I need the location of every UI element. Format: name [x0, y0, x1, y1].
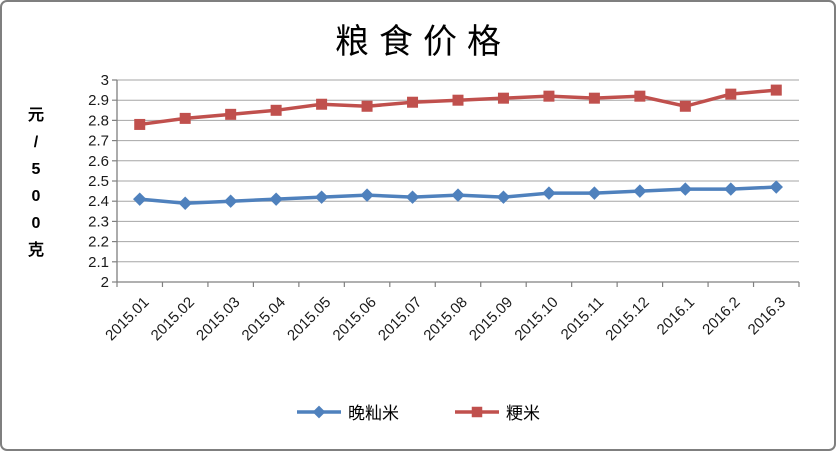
y-tick-label: 2.6: [88, 153, 109, 170]
y-axis-title-char: 0: [31, 215, 41, 232]
legend-label-wanxianmi: 晚籼米: [348, 404, 399, 424]
data-point-marker: [497, 92, 509, 104]
x-tick-label: 2015.02: [148, 294, 198, 344]
data-point-marker: [588, 92, 600, 104]
y-tick-label: 2.3: [88, 213, 109, 230]
x-tick-label: 2015.05: [284, 294, 334, 344]
y-axis-title-char: /: [33, 134, 39, 151]
y-tick-label: 2.9: [88, 92, 109, 109]
y-tick-label: 2.5: [88, 173, 109, 190]
y-axis-title-char: 5: [31, 161, 41, 178]
legend-item-jingmi: 粳米: [454, 399, 540, 424]
y-tick-label: 2: [101, 274, 109, 291]
data-point-marker: [407, 96, 419, 108]
chart-title: 粮食价格: [335, 22, 511, 62]
y-tick-label: 3: [101, 72, 109, 89]
y-axis-title-char: 0: [31, 188, 41, 205]
x-tick-label: 2016.3: [745, 294, 789, 338]
data-point-marker: [361, 100, 373, 112]
x-tick-label: 2016.2: [699, 294, 743, 338]
data-point-marker: [452, 94, 464, 106]
legend-label-jingmi: 粳米: [506, 404, 540, 424]
x-tick-label: 2015.12: [602, 294, 652, 344]
y-axis-title: 元 / 5 0 0 克: [22, 102, 50, 264]
data-point-marker: [770, 84, 782, 96]
data-point-marker: [270, 104, 282, 116]
y-tick-label: 2.2: [88, 234, 109, 251]
data-point-marker: [634, 90, 646, 102]
jingmi-series-swatch-icon: [455, 406, 499, 417]
x-tick-label: 2015.03: [193, 294, 243, 344]
data-point-marker: [316, 98, 328, 110]
data-point-marker: [471, 406, 483, 417]
x-tick-label: 2015.07: [375, 294, 425, 344]
data-point-marker: [679, 100, 691, 112]
data-point-marker: [225, 108, 237, 120]
data-point-marker: [542, 186, 556, 200]
y-axis-title-char: 元: [27, 107, 44, 124]
data-point-marker: [223, 194, 238, 208]
y-tick-label: 2.1: [88, 254, 109, 271]
x-tick-label: 2015.04: [239, 294, 289, 344]
x-tick-label: 2015.06: [330, 294, 380, 344]
data-point-marker: [496, 190, 511, 204]
data-point-marker: [312, 405, 326, 418]
series-wanxianmi: [133, 180, 783, 210]
wanxianmi-series-swatch-icon: [297, 405, 341, 418]
x-tick-label: 2015.10: [511, 294, 561, 344]
data-point-marker: [134, 118, 146, 130]
data-point-marker: [405, 190, 420, 204]
data-point-marker: [587, 186, 602, 200]
y-tick-label: 2.8: [88, 112, 109, 129]
x-tick-label: 2015.09: [466, 294, 516, 344]
data-point-marker: [133, 192, 147, 206]
legend: 晚籼米 粳米: [2, 399, 834, 424]
x-tick-label: 2015.08: [420, 294, 470, 344]
data-point-marker: [724, 182, 738, 196]
data-point-marker: [769, 180, 783, 194]
data-point-marker: [178, 196, 192, 210]
y-tick-label: 2.7: [88, 133, 109, 150]
data-point-marker: [678, 182, 693, 196]
series-jingmi: [134, 84, 782, 130]
data-point-marker: [725, 88, 737, 100]
data-point-marker: [360, 188, 374, 202]
data-point-marker: [633, 184, 647, 198]
x-tick-label: 2016.1: [654, 294, 698, 338]
data-point-marker: [543, 90, 555, 102]
x-tick-label: 2015.01: [102, 294, 152, 344]
legend-item-wanxianmi: 晚籼米: [296, 399, 399, 424]
data-point-marker: [179, 112, 191, 124]
data-point-marker: [314, 190, 329, 204]
data-point-marker: [451, 188, 465, 202]
y-tick-label: 2.4: [88, 193, 109, 210]
y-axis-title-char: 克: [27, 242, 44, 259]
x-tick-label: 2015.11: [558, 294, 608, 344]
data-point-marker: [269, 192, 283, 206]
